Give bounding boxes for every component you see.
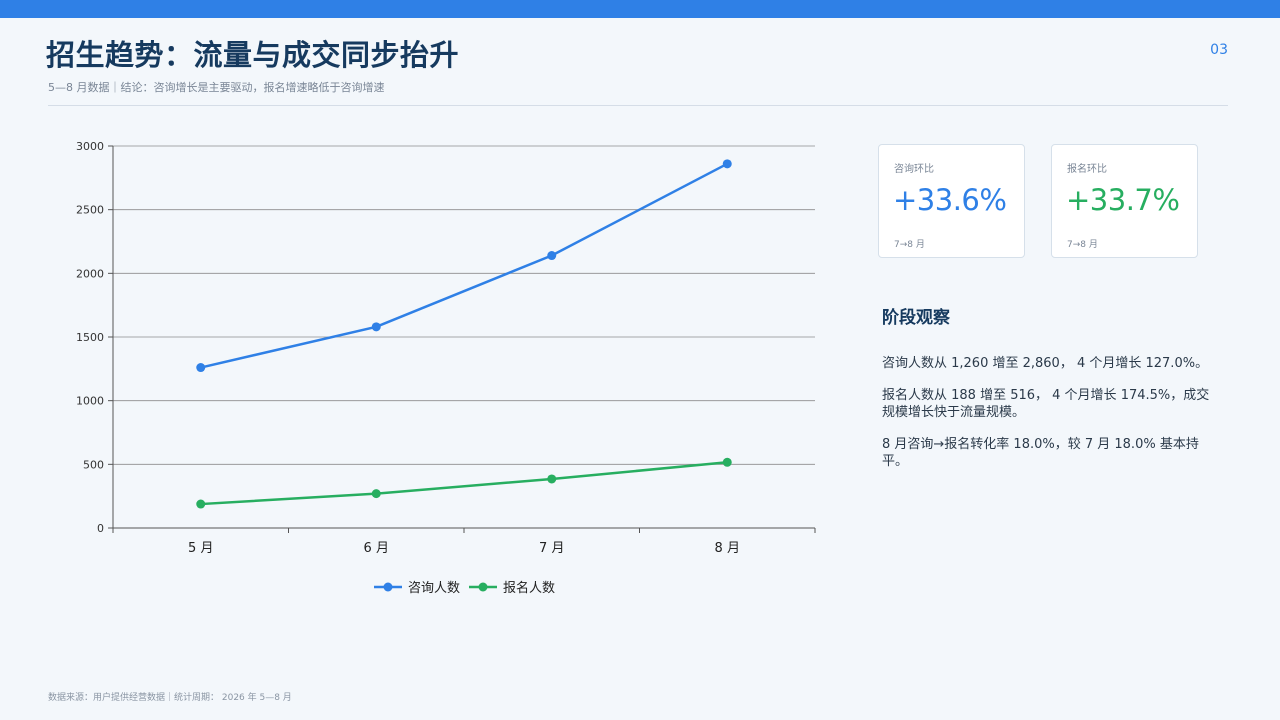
y-tick-label: 2500 bbox=[76, 204, 104, 217]
footer-source: 数据来源：用户提供经营数据｜统计周期： 2026 年 5—8 月 bbox=[48, 693, 292, 703]
page-number: 03 bbox=[1210, 42, 1228, 58]
legend-swatch-marker bbox=[383, 582, 393, 592]
data-point bbox=[547, 251, 557, 261]
x-tick-label: 8 月 bbox=[715, 541, 740, 556]
legend-label: 报名人数 bbox=[503, 580, 555, 596]
header-divider bbox=[48, 105, 1228, 106]
kpi-value: +33.7% bbox=[1066, 183, 1180, 217]
data-point bbox=[722, 159, 732, 169]
y-tick-label: 2000 bbox=[76, 267, 104, 280]
y-tick-label: 3000 bbox=[76, 140, 104, 153]
observations-list: 咨询人数从 1,260 增至 2,860， 4 个月增长 127.0%。 报名人… bbox=[882, 355, 1217, 485]
x-tick-label: 7 月 bbox=[539, 541, 564, 556]
x-tick-label: 5 月 bbox=[188, 541, 213, 556]
data-point bbox=[371, 322, 381, 332]
observation-item: 8 月咨询→报名转化率 18.0%，较 7 月 18.0% 基本持平。 bbox=[882, 437, 1199, 469]
line-chart: 0 500 1000 1500 2000 2500 3000 5 月 6 月 7 月 8 月咨询人数… bbox=[76, 140, 816, 596]
observations-title: 阶段观察 bbox=[882, 308, 950, 328]
observation-item: 报名人数从 188 增至 516， 4 个月增长 174.5%，成交规模增长快于… bbox=[882, 388, 1210, 420]
data-point bbox=[196, 363, 206, 373]
y-tick-label: 0 bbox=[97, 522, 104, 535]
data-point bbox=[547, 474, 557, 484]
y-tick-label: 500 bbox=[83, 458, 104, 471]
x-tick-label: 6 月 bbox=[364, 541, 389, 556]
legend-swatch-marker bbox=[478, 582, 488, 592]
y-tick-label: 1500 bbox=[76, 331, 104, 344]
top-accent-bar bbox=[0, 0, 1280, 18]
kpi-period: 7→8 月 bbox=[894, 240, 925, 250]
kpi-label: 咨询环比 bbox=[894, 164, 934, 175]
kpi-period: 7→8 月 bbox=[1067, 240, 1098, 250]
page-subtitle: 5—8 月数据｜结论：咨询增长是主要驱动，报名增速略低于咨询增速 bbox=[48, 81, 385, 94]
data-point bbox=[371, 489, 381, 499]
kpi-value: +33.6% bbox=[893, 183, 1007, 217]
series-line bbox=[200, 162, 728, 369]
observation-item: 咨询人数从 1,260 增至 2,860， 4 个月增长 127.0%。 bbox=[882, 356, 1209, 371]
kpi-label: 报名环比 bbox=[1067, 164, 1107, 175]
legend-label: 咨询人数 bbox=[408, 581, 460, 596]
page-title: 招生趋势：流量与成交同步抬升 bbox=[46, 38, 460, 72]
kpi-card-enrollment: 报名环比 +33.7% 7→8 月 bbox=[1051, 144, 1198, 258]
data-point bbox=[722, 457, 732, 467]
data-point bbox=[196, 499, 206, 509]
series-line bbox=[200, 461, 728, 506]
y-tick-label: 1000 bbox=[76, 395, 104, 408]
kpi-card-inquiry: 咨询环比 +33.6% 7→8 月 bbox=[878, 144, 1025, 258]
